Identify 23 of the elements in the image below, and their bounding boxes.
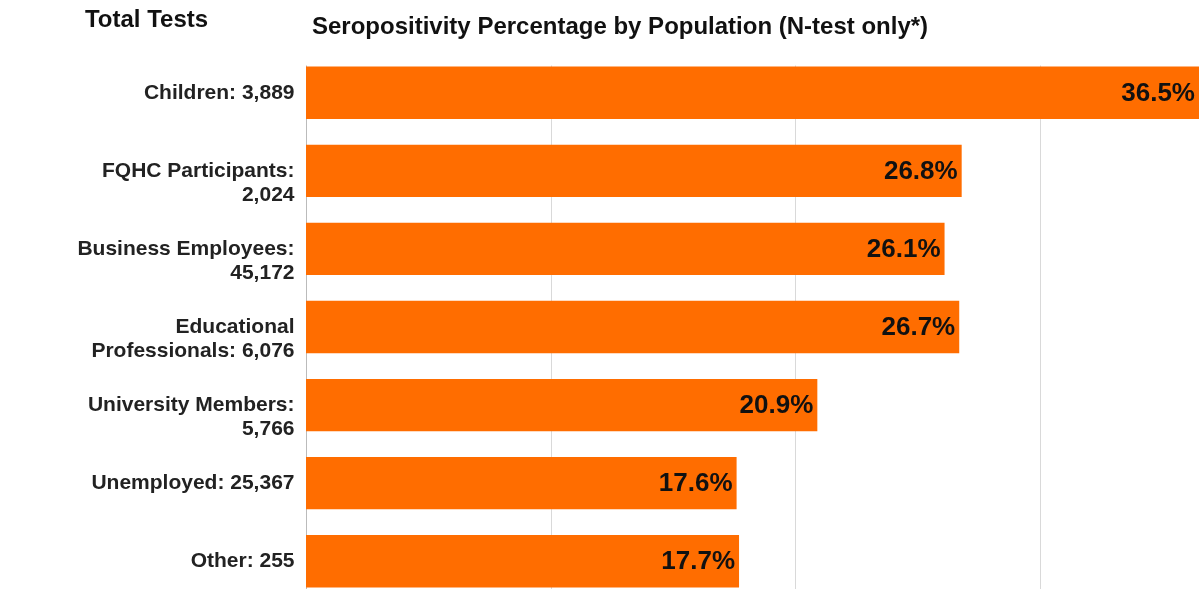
data-label: 36.5% [1121, 76, 1195, 107]
data-label: 26.7% [881, 311, 956, 341]
y-tick-label: Other: 255 [190, 548, 295, 572]
y-tick-label: Children: 3,889 [143, 79, 295, 103]
y-tick-label: Business Employees: 45,172 [77, 235, 295, 283]
data-label: 17.7% [661, 545, 736, 576]
y-tick-label: Educational Professionals: 6,076 [91, 314, 295, 361]
data-label: 26.1% [866, 232, 941, 263]
bar [306, 535, 740, 588]
bar [306, 66, 1199, 119]
data-label: 26.8% [883, 154, 958, 185]
bar [306, 144, 962, 197]
data-label: 17.6% [658, 467, 733, 498]
chart-title: Seropositivity Percentage by Population (N-test only*) [312, 12, 929, 39]
bar [306, 457, 737, 510]
data-label: 20.9% [739, 389, 814, 420]
y-axis-title: Total Tests [84, 4, 209, 32]
y-tick-label: FQHC Participants: 2,024 [101, 157, 295, 205]
y-tick-label: Unemployed: 25,367 [91, 470, 295, 494]
bar [306, 222, 945, 276]
bar [306, 300, 960, 354]
y-tick-label: University Members: 5,766 [87, 392, 295, 440]
bar [306, 378, 818, 432]
